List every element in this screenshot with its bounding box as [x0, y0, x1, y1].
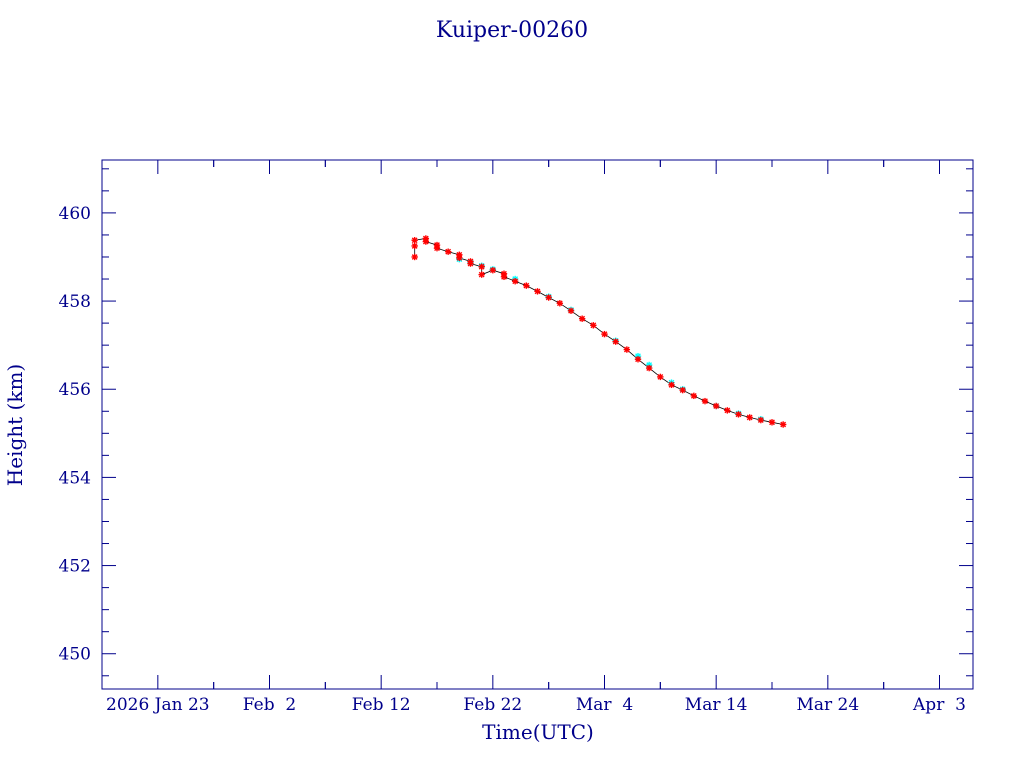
red-data-point — [556, 300, 564, 307]
red-data-point — [422, 238, 430, 245]
red-data-point — [567, 307, 575, 314]
x-tick-label: Feb 22 — [463, 695, 522, 715]
x-tick-label: Apr 3 — [912, 695, 966, 715]
red-data-point — [701, 397, 709, 405]
red-data-point — [523, 282, 530, 289]
y-tick-label: 450 — [59, 645, 91, 665]
red-data-point — [456, 254, 463, 262]
red-data-point — [634, 356, 642, 363]
axes-layer: 450 452 454 456 458 460 2026 Jan 23 Feb 2 Feb 12… — [59, 160, 973, 715]
y-tick-label: 454 — [59, 468, 91, 488]
y-tick-label: 460 — [59, 204, 91, 224]
x-tick-label: Mar 4 — [576, 695, 633, 715]
red-data-point — [500, 273, 508, 281]
red-data-point — [623, 346, 631, 353]
y-tick-label: 456 — [59, 380, 91, 400]
red-data-point — [724, 407, 731, 414]
red-data-point — [735, 411, 742, 418]
red-data-point — [511, 278, 519, 285]
red-data-point — [668, 381, 675, 389]
y-tick-label: 458 — [59, 292, 91, 312]
red-data-point — [679, 386, 686, 394]
x-axis-label: Time(UTC) — [482, 720, 594, 744]
red-data-point — [690, 392, 698, 400]
plot-frame — [101, 159, 974, 690]
y-axis-label: Height (km) — [3, 364, 27, 486]
chart-title: Kuiper-00260 — [436, 18, 588, 43]
red-data-point — [746, 414, 753, 421]
red-data-point — [433, 244, 441, 252]
red-data-point — [411, 237, 418, 244]
red-data-point — [478, 271, 485, 278]
x-tick-label: Feb 12 — [352, 695, 411, 715]
red-data-point — [545, 294, 552, 301]
red-data-point — [534, 288, 541, 295]
red-data-point — [467, 260, 474, 267]
x-tick-label: Mar 24 — [796, 695, 859, 715]
red-data-point — [489, 267, 497, 274]
x-tick-label: Feb 2 — [243, 695, 296, 715]
marks-layer — [411, 235, 787, 428]
x-tick-label: Mar 14 — [685, 695, 748, 715]
red-data-point — [478, 263, 485, 270]
red-data-point — [612, 338, 619, 345]
red-data-point — [601, 330, 608, 338]
red-data-point — [411, 253, 418, 261]
red-data-point — [590, 322, 597, 329]
y-tick-label: 452 — [59, 557, 91, 577]
red-data-point — [757, 416, 765, 424]
red-data-point — [645, 364, 653, 372]
red-data-point — [768, 419, 776, 426]
red-data-point — [779, 421, 787, 428]
red-data-point — [444, 248, 452, 255]
red-data-point — [578, 315, 586, 322]
red-data-point — [411, 242, 418, 250]
red-data-point — [657, 373, 664, 381]
red-data-point — [712, 402, 720, 410]
x-tick-label: 2026 Jan 23 — [106, 695, 210, 715]
